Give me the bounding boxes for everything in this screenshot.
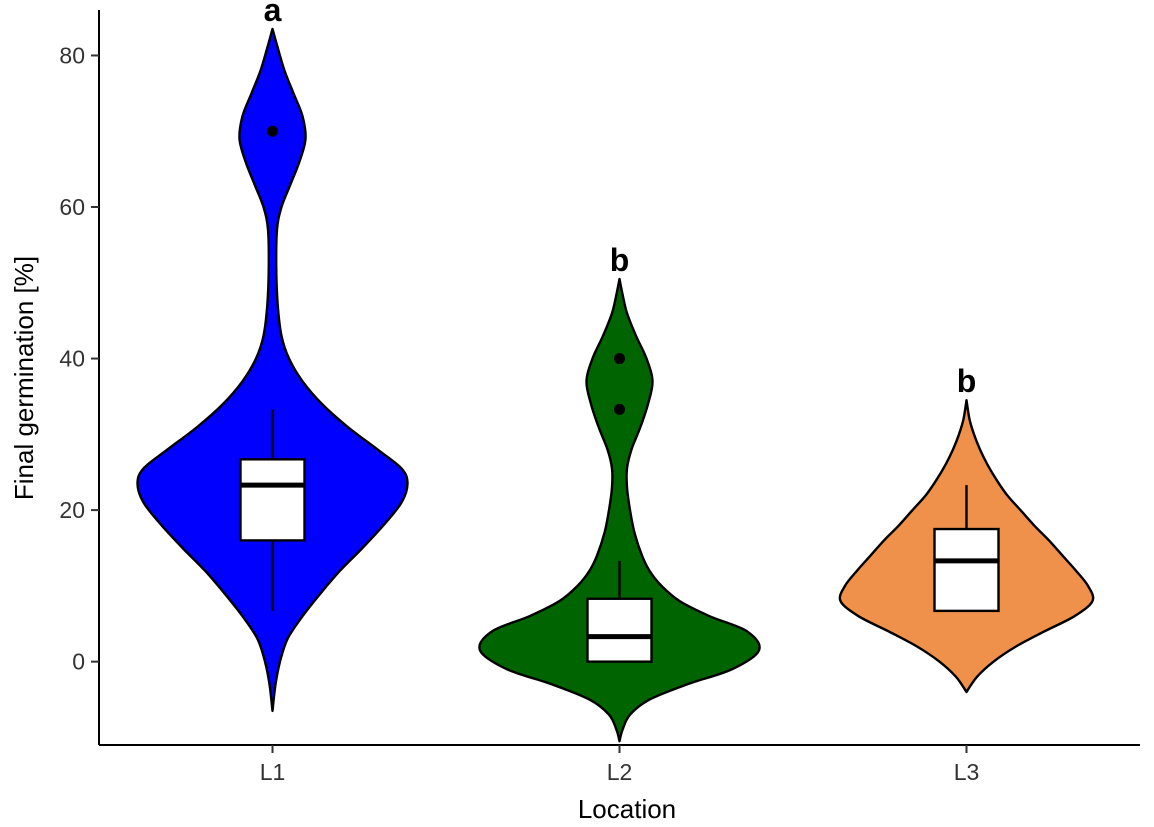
plot-area: a b b	[136, 0, 1095, 743]
y-tick-label: 20	[59, 497, 85, 523]
y-tick-label: 40	[59, 346, 85, 372]
violin-l2	[478, 277, 761, 743]
violin-l1	[136, 27, 409, 713]
significance-label-l1: a	[264, 0, 282, 28]
x-tick-label-l3: L3	[954, 759, 980, 785]
significance-label-l3: b	[957, 363, 977, 399]
y-axis-title: Final germination [%]	[9, 256, 39, 500]
y-tick-label: 80	[59, 42, 85, 68]
outlier-l2	[614, 353, 625, 365]
x-tick-label-l2: L2	[607, 759, 633, 785]
y-tick-label: 60	[59, 194, 85, 220]
significance-label-l2: b	[610, 242, 630, 278]
x-tick-label-l1: L1	[260, 759, 286, 785]
box-l2	[586, 597, 653, 663]
y-tick-label: 0	[72, 649, 85, 675]
box-l1	[239, 458, 306, 542]
outlier-l2	[614, 403, 625, 415]
box-l3	[933, 527, 1000, 613]
outlier-l1	[267, 125, 278, 137]
x-axis-title: Location	[578, 794, 676, 824]
axes: 0 20 40 60 80 L1 L2 L3	[59, 10, 1140, 785]
